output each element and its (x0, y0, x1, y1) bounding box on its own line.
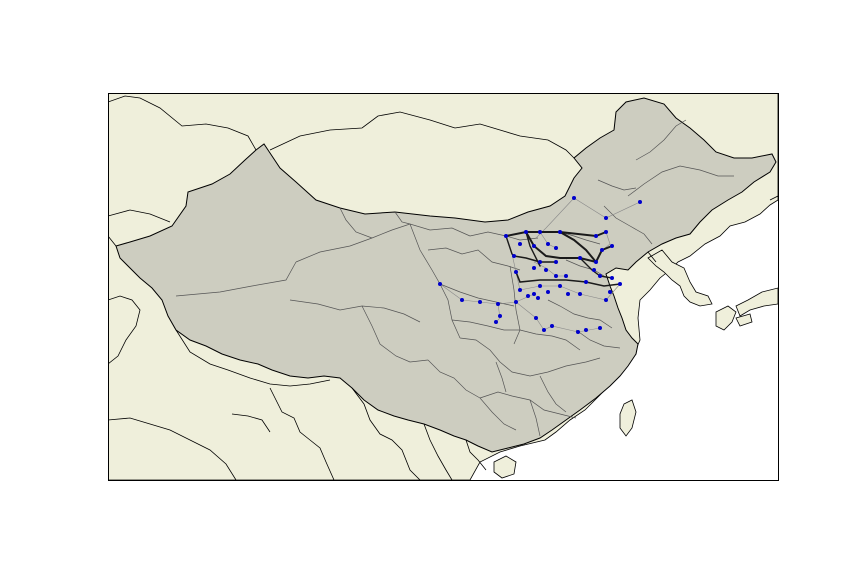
node (610, 244, 614, 248)
map-panel (108, 93, 778, 480)
edge-light (535, 197, 575, 239)
node (494, 320, 498, 324)
network-edges (439, 197, 641, 333)
node (566, 292, 570, 296)
node (546, 242, 550, 246)
node (604, 216, 608, 220)
node (538, 230, 542, 234)
node (514, 270, 518, 274)
node (524, 230, 528, 234)
node (558, 230, 562, 234)
node (534, 316, 538, 320)
node (550, 324, 554, 328)
node (518, 242, 522, 246)
node (532, 266, 536, 270)
node (538, 260, 542, 264)
map-frame (108, 93, 779, 481)
node (546, 290, 550, 294)
node (532, 292, 536, 296)
node (600, 248, 604, 252)
node (604, 298, 608, 302)
node (564, 274, 568, 278)
node (498, 314, 502, 318)
node (554, 274, 558, 278)
node (598, 326, 602, 330)
node (512, 254, 516, 258)
node (554, 246, 558, 250)
node (514, 300, 518, 304)
node (554, 260, 558, 264)
edge-heavy (579, 257, 613, 279)
edge-light (515, 301, 601, 333)
land-japan-honshu (735, 287, 778, 317)
edge-light (439, 283, 535, 305)
node (594, 234, 598, 238)
node (532, 244, 536, 248)
node (610, 276, 614, 280)
country-borders (108, 95, 778, 480)
edge-heavy (505, 230, 613, 264)
network-nodes (438, 196, 642, 334)
node (460, 298, 464, 302)
node (538, 284, 542, 288)
node (558, 284, 562, 288)
china-mainland (115, 97, 777, 453)
node (584, 280, 588, 284)
node (572, 196, 576, 200)
land-japan-shikoku (735, 313, 753, 327)
node (544, 268, 548, 272)
node (598, 274, 602, 278)
node (578, 292, 582, 296)
node (578, 256, 582, 260)
node (592, 268, 596, 272)
node (438, 282, 442, 286)
node (604, 230, 608, 234)
node (594, 260, 598, 264)
node (608, 290, 612, 294)
land-japan-kyushu (715, 305, 737, 331)
land-hainan (493, 455, 517, 479)
land-taiwan (619, 399, 637, 437)
node (504, 234, 508, 238)
edge-light (519, 283, 621, 301)
node (576, 330, 580, 334)
node (584, 328, 588, 332)
edge-heavy (525, 231, 607, 238)
node (618, 282, 622, 286)
node (518, 288, 522, 292)
edge-heavy (513, 255, 557, 263)
node (536, 296, 540, 300)
node (638, 200, 642, 204)
edge-heavy (559, 231, 597, 263)
edge-heavy (515, 271, 621, 287)
land-korea (647, 249, 713, 307)
node (542, 328, 546, 332)
node (478, 300, 482, 304)
node (526, 294, 530, 298)
node (496, 302, 500, 306)
